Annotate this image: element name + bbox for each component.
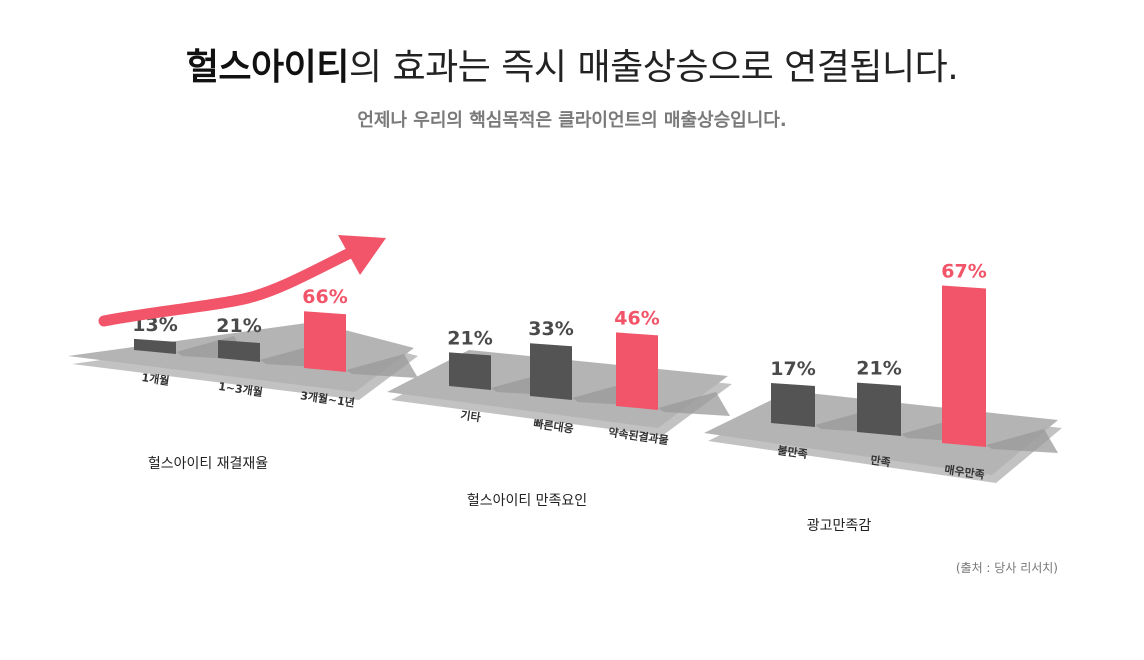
bar-1 [449, 352, 491, 390]
trend-arrow-head [338, 235, 386, 275]
bar-3 [304, 311, 346, 372]
bar-2 [218, 339, 260, 362]
category-label: 1~3개월 [217, 379, 263, 399]
brand-name: 헐스아이티 [185, 47, 350, 88]
data-label: 17% [770, 358, 815, 380]
bar-shadow [346, 354, 418, 378]
category-label: 매우만족 [944, 462, 986, 481]
category-label: 불만족 [777, 443, 809, 461]
chart-title: 헐스아이티 재결재율 [148, 456, 268, 472]
data-label: 66% [302, 286, 347, 308]
data-label: 46% [614, 307, 659, 329]
bar-shadow [986, 429, 1058, 453]
category-label: 1개월 [141, 370, 171, 388]
data-label: 67% [941, 261, 986, 283]
bar-shadow [658, 392, 730, 416]
source-note: (출처 : 당사 리서치) [955, 561, 1058, 575]
data-label: 33% [528, 318, 573, 340]
data-label: 21% [447, 327, 492, 349]
category-label: 만족 [870, 453, 892, 470]
page-subtitle: 언제나 우리의 핵심목적은 클라이언트의 매출상승입니다. [357, 110, 787, 131]
trend-arrow [98, 235, 386, 327]
bar-2 [530, 343, 572, 400]
data-label: 21% [216, 315, 261, 337]
bar-3 [942, 285, 986, 447]
bar-1 [771, 383, 815, 427]
category-label: 빠른대응 [533, 416, 575, 435]
bar-3 [616, 332, 658, 410]
data-label: 21% [856, 358, 901, 380]
chart-title: 광고만족감 [807, 518, 872, 534]
title-rest: 의 효과는 즉시 매출상승으로 연결됩니다. [348, 47, 959, 88]
category-label: 기타 [460, 408, 483, 425]
bar-2 [857, 382, 901, 436]
bar-1 [134, 338, 176, 354]
trend-arrow-shaft [98, 246, 358, 327]
page-title: 헐스아이티의 효과는 즉시 매출상승으로 연결됩니다. [0, 38, 1144, 90]
chart-title: 헐스아이티 만족요인 [467, 493, 587, 509]
